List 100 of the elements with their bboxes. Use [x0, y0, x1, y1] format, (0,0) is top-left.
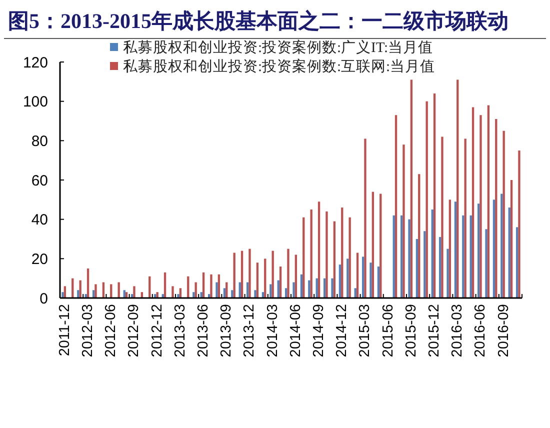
x-tick-label: 2011-12 [56, 304, 73, 356]
x-tick-label: 2015-03 [357, 304, 374, 358]
bar [472, 107, 474, 298]
x-tick-label: 2013-06 [195, 304, 212, 358]
bar [348, 217, 351, 298]
bar [441, 136, 444, 298]
bar [456, 80, 459, 298]
bar [508, 208, 510, 298]
bar [500, 194, 503, 298]
bar [94, 284, 97, 298]
bar [326, 211, 328, 298]
bar [148, 276, 151, 298]
bar [510, 180, 513, 298]
bar [464, 138, 466, 298]
chart-title: 图5：2013-2015年成长股基本面之二：一二级市场联动 [8, 9, 508, 33]
x-tick-label: 2013-09 [218, 304, 235, 358]
bar [240, 250, 244, 298]
bar [485, 229, 488, 298]
y-tick-label: 40 [31, 212, 48, 229]
bar [270, 284, 272, 298]
bar [331, 278, 334, 298]
bar [172, 286, 174, 298]
bar [310, 210, 312, 298]
bar [424, 231, 426, 298]
bar [402, 144, 405, 298]
bar [380, 194, 382, 298]
y-tick-label: 100 [22, 94, 48, 111]
bar [448, 200, 452, 298]
x-tick-label: 2012-09 [126, 304, 142, 358]
bar [454, 202, 457, 298]
y-tick-label: 20 [31, 250, 48, 268]
y-tick-label: 0 [40, 290, 48, 308]
x-tick-label: 2014-03 [264, 304, 281, 358]
bar [272, 250, 274, 298]
x-tick-label: 2013-03 [172, 304, 188, 358]
bar [362, 256, 364, 298]
bar [370, 262, 372, 298]
bar [356, 252, 359, 298]
bar [62, 292, 64, 298]
bar [192, 292, 195, 298]
bar [187, 276, 190, 298]
bar [231, 290, 234, 298]
bar [492, 200, 496, 298]
bar [418, 174, 420, 298]
legend-label: 私募股权和创业投资:投资案例数:互联网:当月值 [123, 58, 436, 75]
x-tick-label: 2016-06 [472, 304, 489, 358]
y-tick-label: 80 [31, 132, 48, 150]
bar [364, 138, 366, 298]
bar [216, 282, 218, 298]
y-tick-label: 60 [31, 172, 48, 190]
bar [392, 215, 395, 298]
x-tick-label: 2014-12 [334, 304, 350, 358]
y-tick-label: 120 [22, 54, 48, 72]
bar [408, 219, 410, 298]
bar [292, 282, 295, 298]
bar [233, 252, 236, 298]
bar [426, 101, 428, 298]
bar [177, 294, 180, 298]
bar [446, 248, 449, 298]
bar [294, 254, 298, 298]
bar [518, 150, 520, 298]
bar [477, 204, 480, 298]
bar [164, 272, 166, 298]
bar [433, 93, 436, 298]
x-tick-label: 2014-06 [288, 304, 304, 358]
bar [438, 237, 442, 298]
bar [462, 215, 464, 298]
bar [248, 248, 251, 298]
bar [64, 286, 66, 298]
bar [133, 286, 136, 298]
legend-label: 私募股权和创业投资:投资案例数:广义IT:当月值 [123, 39, 434, 56]
bar [218, 274, 220, 298]
bar [400, 215, 403, 298]
bar [377, 266, 380, 298]
x-tick-label: 2015-09 [403, 304, 420, 358]
bar [470, 215, 472, 298]
bar [86, 268, 90, 298]
bar [264, 258, 266, 298]
x-tick-label: 2012-06 [103, 304, 120, 358]
bar [254, 290, 256, 298]
bar [210, 274, 212, 298]
bar [302, 217, 305, 298]
x-tick-label: 2013-12 [242, 304, 258, 358]
bar [256, 262, 259, 298]
bar [287, 248, 290, 298]
bar [77, 290, 80, 298]
bar [372, 192, 374, 298]
bar [110, 284, 112, 298]
bar [480, 115, 482, 298]
bar [495, 119, 498, 298]
bar [318, 202, 320, 298]
bar [333, 221, 336, 298]
bar [341, 208, 344, 298]
bar [410, 80, 413, 298]
bar [487, 105, 490, 298]
bar [202, 272, 205, 298]
x-tick-label: 2016-03 [450, 304, 466, 358]
bar [346, 258, 349, 298]
x-tick-label: 2015-12 [426, 304, 442, 358]
bar [308, 280, 310, 298]
